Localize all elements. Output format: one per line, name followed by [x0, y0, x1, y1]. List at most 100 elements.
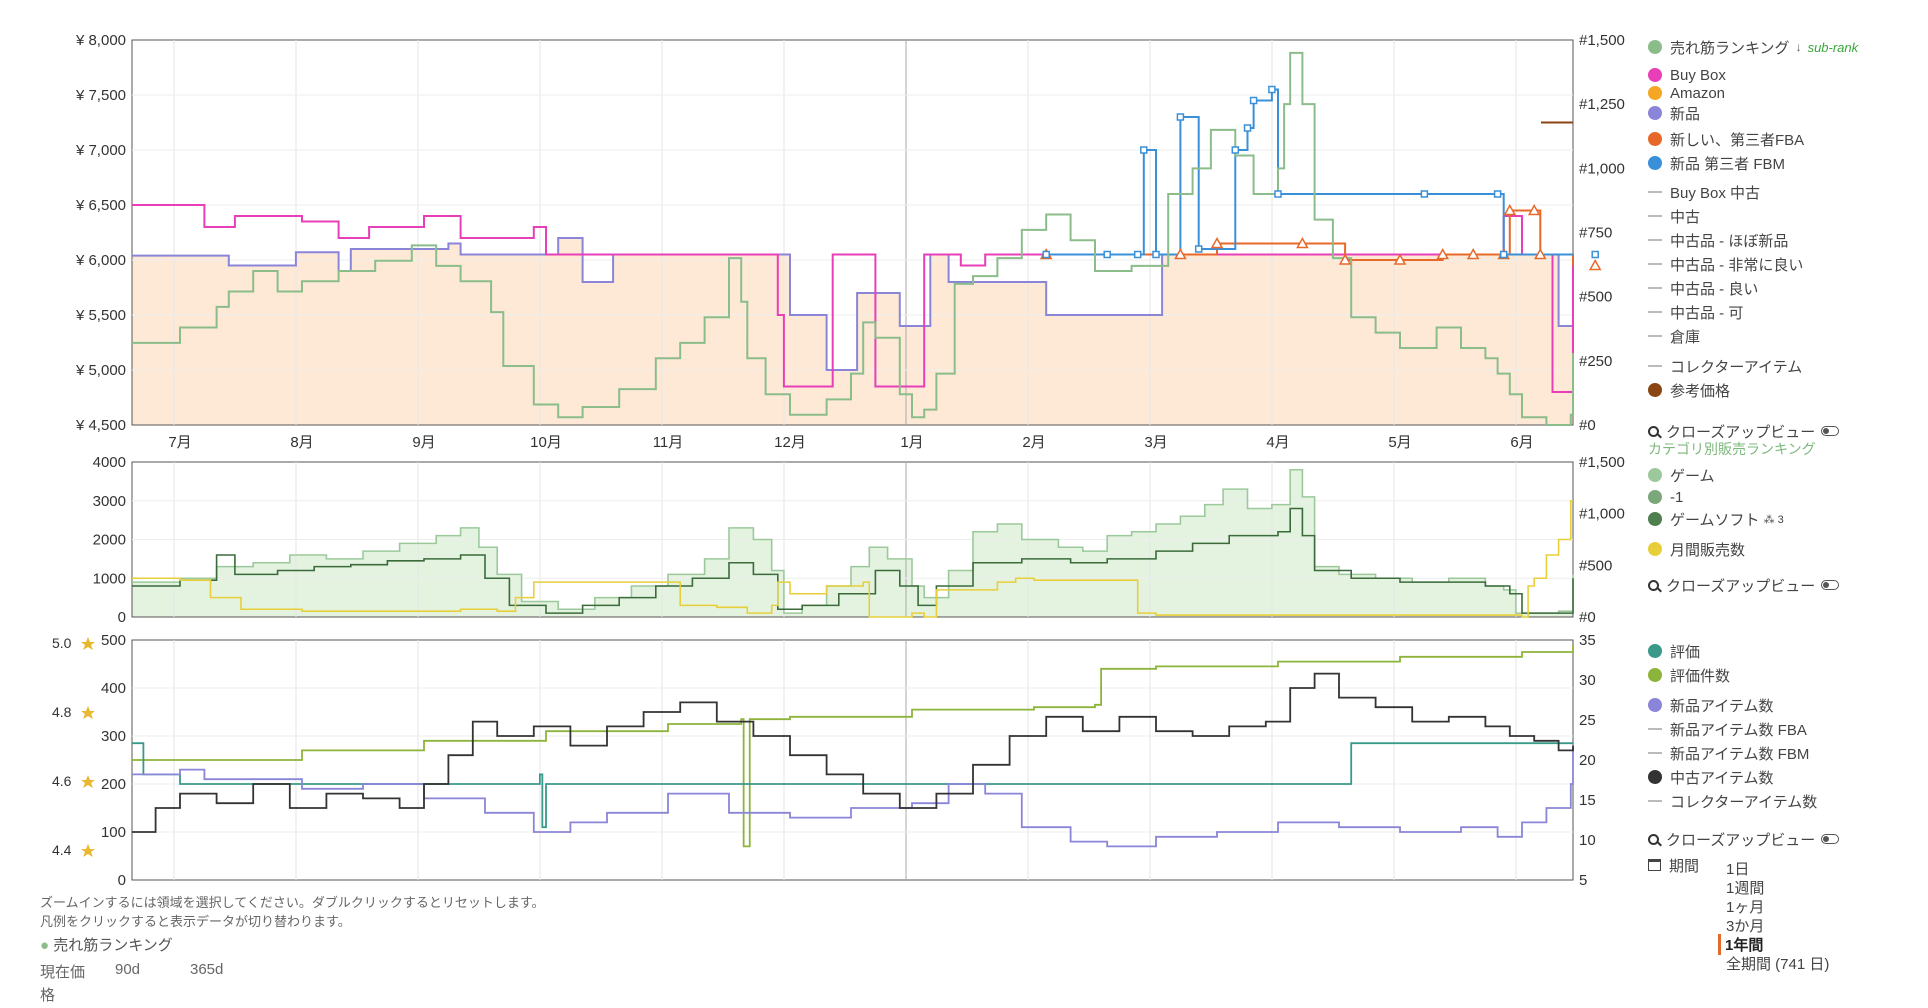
- y-right-tick-label: 15: [1579, 792, 1596, 809]
- y-right-tick-label: #1,500: [1579, 454, 1625, 471]
- legend-item-rank-0[interactable]: ゲーム: [1648, 466, 1715, 485]
- period-option[interactable]: 1日: [1726, 861, 1750, 878]
- x-tick-label: 5月: [1388, 434, 1411, 451]
- y-right-tick-label: #250: [1579, 353, 1612, 370]
- legend-item-price-3[interactable]: 新品: [1648, 104, 1701, 123]
- period-option[interactable]: 1年間: [1718, 934, 1763, 955]
- period-option[interactable]: 1ヶ月: [1726, 899, 1765, 916]
- y-left-tick-label: 0: [118, 609, 126, 626]
- series-line: [1046, 88, 1573, 256]
- legend-label: Amazon: [1670, 84, 1726, 102]
- x-tick-label: 6月: [1510, 434, 1533, 451]
- legend-item-rank-1[interactable]: -1: [1648, 488, 1683, 506]
- fbm-marker: [1176, 113, 1185, 121]
- period-option[interactable]: 1週間: [1726, 880, 1765, 897]
- legend-item-price-8[interactable]: 中古品 - ほぼ新品: [1648, 231, 1788, 250]
- legend-label: 新品アイテム数 FBA: [1670, 721, 1807, 739]
- fbm-marker: [1103, 250, 1111, 259]
- legend-item-price-6[interactable]: Buy Box 中古: [1648, 183, 1760, 202]
- fba-marker: [1393, 253, 1407, 265]
- selected-series-label[interactable]: ● 売れ筋ランキング: [40, 937, 173, 954]
- fba-marker: [1436, 247, 1449, 260]
- toggle-icon[interactable]: [1821, 426, 1840, 436]
- x-tick-label: 1月: [900, 434, 923, 451]
- x-tick-label: 9月: [412, 434, 435, 451]
- legend-item-price-1[interactable]: Buy Box: [1648, 66, 1726, 84]
- legend-item-offers-5[interactable]: 中古アイテム数: [1648, 768, 1774, 787]
- legend-item-price-0[interactable]: 売れ筋ランキング ↓ sub-rank: [1648, 38, 1859, 57]
- legend-item-offers-2[interactable]: 新品アイテム数: [1648, 696, 1774, 715]
- closeup-label: クローズアップビュー: [1666, 423, 1816, 441]
- col-90d[interactable]: 90d: [115, 961, 141, 978]
- legend-item-price-10[interactable]: 中古品 - 良い: [1648, 279, 1758, 298]
- legend-item-price-5[interactable]: 新品 第三者 FBM: [1648, 154, 1785, 173]
- series-line: [132, 644, 1574, 848]
- legend-swatch: [1648, 215, 1662, 217]
- legend-item-offers-6[interactable]: コレクターアイテム数: [1648, 792, 1817, 811]
- period-label: 期間: [1648, 856, 1699, 875]
- series-line: [132, 507, 1574, 614]
- y-right-tick-label: #0: [1579, 417, 1596, 434]
- legend-item-price-4[interactable]: 新しい、第三者FBA: [1648, 130, 1804, 149]
- legend-swatch: [1648, 311, 1662, 313]
- y-right-tick-label: 35: [1579, 632, 1596, 649]
- legend-item-price-2[interactable]: Amazon: [1648, 84, 1725, 102]
- y-right-tick-label: 25: [1579, 712, 1596, 729]
- fbm-marker: [1420, 190, 1429, 198]
- fba-marker: [1534, 247, 1547, 260]
- legend-label: コレクターアイテム: [1670, 358, 1803, 376]
- legend-item-offers-3[interactable]: 新品アイテム数 FBA: [1648, 720, 1807, 739]
- legend-item-offers-0[interactable]: 評価: [1648, 642, 1700, 661]
- fbm-marker: [1274, 190, 1282, 198]
- legend-item-price-13[interactable]: コレクターアイテム: [1648, 357, 1803, 376]
- x-tick-label: 3月: [1144, 434, 1167, 451]
- toggle-icon[interactable]: [1821, 580, 1840, 590]
- closeup-toggle-offers[interactable]: クローズアップビュー: [1648, 830, 1840, 849]
- y-left-tick-label: ¥ 4,500: [75, 417, 126, 434]
- legend-label: -1: [1670, 488, 1684, 506]
- y-right-tick-label: #500: [1579, 557, 1612, 574]
- y-left-tick-label: 300: [101, 728, 126, 745]
- legend-label: 新品: [1670, 105, 1701, 123]
- fbm-marker: [1231, 146, 1240, 154]
- y-right-tick-label: #1,000: [1579, 506, 1625, 523]
- legend-swatch: [1648, 40, 1662, 54]
- sort-icon[interactable]: ↓: [1795, 40, 1802, 54]
- legend-label: 売れ筋ランキング: [1670, 39, 1790, 57]
- legend-swatch: [1648, 106, 1662, 120]
- legend-swatch: [1648, 68, 1662, 82]
- legend-item-price-9[interactable]: 中古品 - 非常に良い: [1648, 255, 1803, 274]
- legend-swatch: [1648, 644, 1662, 658]
- rank-fill: [132, 469, 1573, 617]
- rating-tick-label: 4.6: [52, 773, 72, 789]
- series-line: [132, 51, 1574, 426]
- search-icon: [1648, 425, 1659, 437]
- legend-swatch: [1648, 668, 1662, 682]
- legend-item-rank-3[interactable]: 月間販売数: [1648, 540, 1745, 559]
- legend-swatch: [1648, 728, 1662, 730]
- fbm-marker: [1194, 245, 1203, 253]
- fba-marker: [1503, 203, 1517, 216]
- x-tick-label: 7月: [168, 434, 191, 451]
- closeup-toggle-rank[interactable]: クローズアップビュー: [1648, 576, 1840, 595]
- y-left-tick-label: ¥ 6,500: [75, 197, 126, 214]
- legend-item-price-11[interactable]: 中古品 - 可: [1648, 303, 1743, 322]
- period-option[interactable]: 全期間 (741 日): [1726, 956, 1830, 973]
- fba-marker: [1174, 247, 1187, 260]
- legend-item-offers-4[interactable]: 新品アイテム数 FBM: [1648, 744, 1809, 763]
- period-option[interactable]: 3か月: [1726, 918, 1765, 935]
- x-tick-label: 12月: [774, 434, 806, 451]
- legend-item-price-7[interactable]: 中古: [1648, 207, 1700, 226]
- fbm-marker: [1249, 96, 1258, 105]
- legend-item-offers-1[interactable]: 評価件数: [1648, 666, 1730, 685]
- sub-rank-link[interactable]: sub-rank: [1807, 39, 1859, 55]
- sub-category-icon[interactable]: ⁂ 3: [1763, 513, 1784, 526]
- toggle-icon[interactable]: [1821, 834, 1840, 844]
- y-right-tick-label: 10: [1579, 832, 1596, 849]
- legend-item-price-14[interactable]: 参考価格: [1648, 381, 1730, 400]
- legend-item-rank-2[interactable]: ゲームソフト ⁂ 3: [1648, 510, 1784, 529]
- legend-item-price-12[interactable]: 倉庫: [1648, 327, 1700, 346]
- closeup-toggle-price[interactable]: クローズアップビュー: [1648, 422, 1840, 441]
- col-365d[interactable]: 365d: [190, 961, 224, 978]
